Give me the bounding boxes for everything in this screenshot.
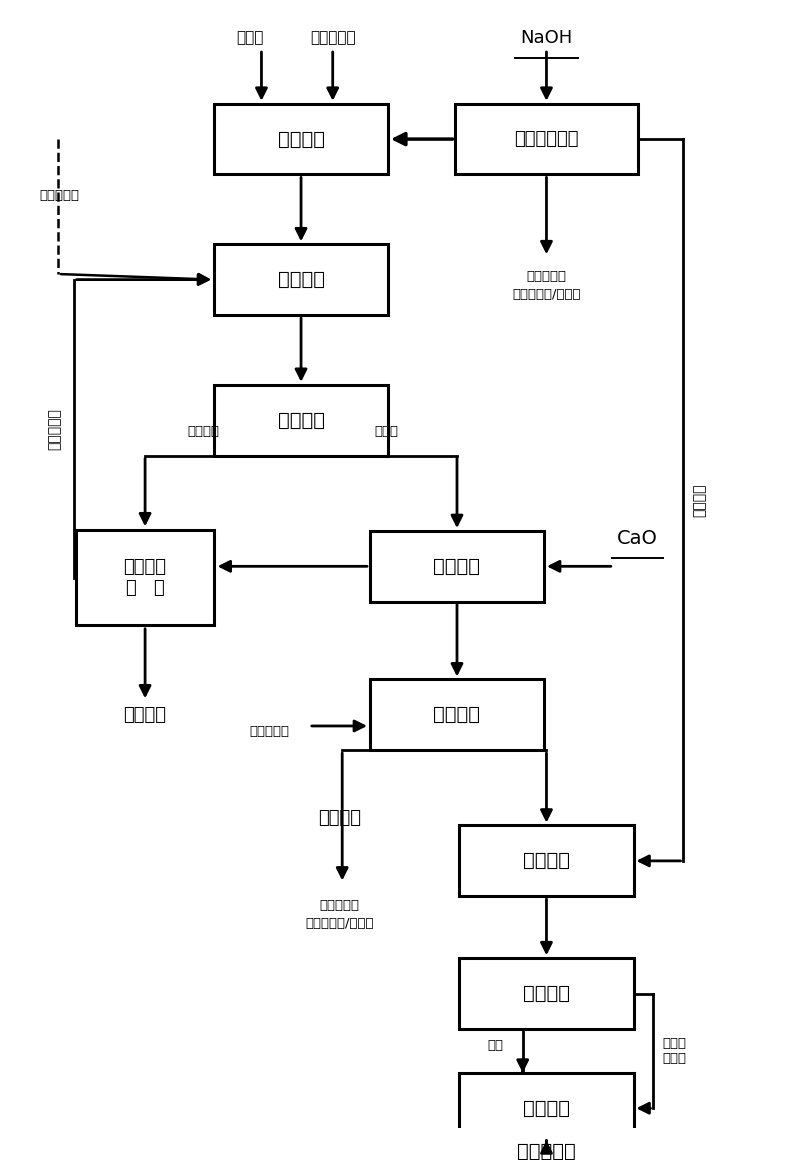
Text: 粗晶淋洗: 粗晶淋洗 <box>523 1099 570 1118</box>
FancyBboxPatch shape <box>214 103 388 174</box>
FancyBboxPatch shape <box>214 385 388 456</box>
Text: 含钙废渣: 含钙废渣 <box>318 810 362 827</box>
Text: 铬铁矿: 铬铁矿 <box>236 30 263 45</box>
Text: 结晶母液: 结晶母液 <box>692 484 706 516</box>
Text: 杂质脱除: 杂质脱除 <box>434 557 481 575</box>
Text: 蒸发结晶: 蒸发结晶 <box>523 851 570 870</box>
Text: 稀释溶解: 稀释溶解 <box>278 270 325 289</box>
Text: 固液过滤: 固液过滤 <box>523 984 570 1003</box>
FancyBboxPatch shape <box>214 245 388 316</box>
Text: 液相氧化: 液相氧化 <box>278 130 325 148</box>
Text: 蒸汽冷凝水: 蒸汽冷凝水 <box>249 725 289 738</box>
FancyBboxPatch shape <box>370 531 544 602</box>
Text: 氧化性气体: 氧化性气体 <box>310 30 355 45</box>
Text: NaOH: NaOH <box>520 29 573 46</box>
Text: （用于稀释/洗涤）: （用于稀释/洗涤） <box>306 918 374 930</box>
Text: CaO: CaO <box>617 529 658 548</box>
Text: 蒸汽冷凝水: 蒸汽冷凝水 <box>40 189 80 202</box>
Text: 铬酸钠产品: 铬酸钠产品 <box>517 1141 576 1160</box>
FancyBboxPatch shape <box>459 958 634 1029</box>
Text: 蒸发浓缩调碱: 蒸发浓缩调碱 <box>514 130 578 148</box>
Text: 铬酸钠
饱和液: 铬酸钠 饱和液 <box>663 1037 687 1065</box>
Text: 固液分离: 固液分离 <box>278 411 325 429</box>
Text: 尾渣洗涤液: 尾渣洗涤液 <box>47 407 61 450</box>
Text: （用于稀释/洗涤）: （用于稀释/洗涤） <box>512 288 581 300</box>
FancyBboxPatch shape <box>455 103 638 174</box>
FancyBboxPatch shape <box>370 680 544 751</box>
Text: 蒸汽冷凝水: 蒸汽冷凝水 <box>320 899 360 913</box>
Text: 多级逆流
洗   涤: 多级逆流 洗 涤 <box>123 558 166 597</box>
Text: 粗晶: 粗晶 <box>487 1038 503 1052</box>
Text: 富铁尾渣: 富铁尾渣 <box>187 425 219 438</box>
FancyBboxPatch shape <box>459 826 634 897</box>
FancyBboxPatch shape <box>459 1073 634 1144</box>
Text: 浸出液: 浸出液 <box>374 425 398 438</box>
Text: 富铁尾渣: 富铁尾渣 <box>123 705 166 724</box>
FancyBboxPatch shape <box>76 530 214 625</box>
Text: 固液分离: 固液分离 <box>434 705 481 724</box>
Text: 蒸汽冷凝水: 蒸汽冷凝水 <box>526 270 566 283</box>
